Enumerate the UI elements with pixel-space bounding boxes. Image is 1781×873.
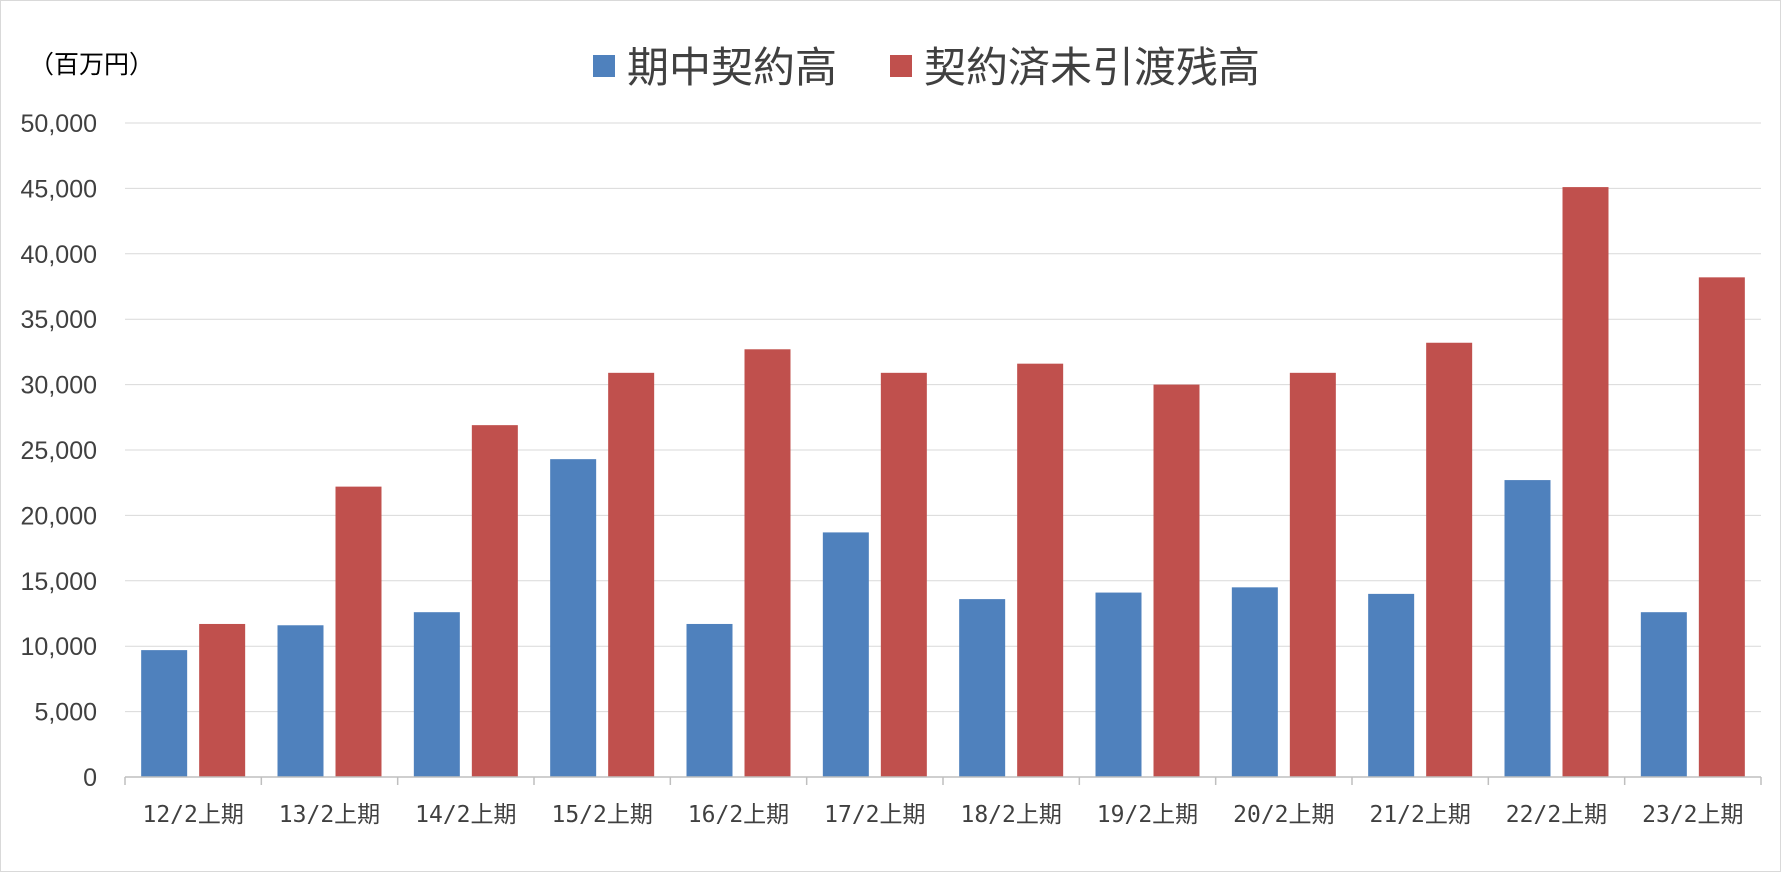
bar-series-2 xyxy=(471,425,518,777)
y-tick-label: 35,000 xyxy=(21,306,97,334)
gridlines xyxy=(125,122,1761,713)
bar-series-2 xyxy=(1153,384,1200,777)
unit-label: （百万円） xyxy=(29,50,154,79)
bars xyxy=(141,187,1745,778)
bar-series-1 xyxy=(413,612,460,777)
bar-series-2 xyxy=(1017,363,1064,777)
x-tick-label: 16/2上期 xyxy=(688,802,789,828)
y-tick-label: 15,000 xyxy=(21,568,97,596)
y-tick-label: 10,000 xyxy=(21,633,97,661)
bar-series-1 xyxy=(277,625,324,777)
bar-series-1 xyxy=(822,532,869,777)
bar-series-2 xyxy=(1289,372,1336,777)
x-tick-label: 12/2上期 xyxy=(142,802,243,828)
x-tick-label: 22/2上期 xyxy=(1506,802,1607,828)
y-axis-ticks: 0 5,000 10,000 15,000 20,000 25,000 30,000 35,0… xyxy=(21,110,97,792)
x-tick-label: 20/2上期 xyxy=(1233,802,1334,828)
x-tick-label: 17/2上期 xyxy=(824,802,925,828)
x-tick-label: 18/2上期 xyxy=(960,802,1061,828)
y-tick-label: 5,000 xyxy=(34,699,97,727)
bar-series-1 xyxy=(1368,593,1415,777)
bar-series-2 xyxy=(744,349,791,777)
legend-label-series-1: 期中契約高 xyxy=(627,43,837,92)
y-tick-label: 50,000 xyxy=(21,110,97,138)
y-tick-label: 40,000 xyxy=(21,241,97,269)
legend-label-series-2: 契約済未引渡残高 xyxy=(924,43,1260,92)
y-tick-label: 0 xyxy=(83,764,97,792)
y-tick-label: 25,000 xyxy=(21,437,97,465)
bar-series-2 xyxy=(1562,187,1609,778)
bar-series-2 xyxy=(335,486,382,777)
legend-swatch-series-1 xyxy=(593,55,615,77)
bar-series-1 xyxy=(1231,587,1278,777)
y-tick-label: 30,000 xyxy=(21,372,97,400)
y-tick-label: 20,000 xyxy=(21,502,97,530)
bar-series-1 xyxy=(959,599,1006,777)
x-tick-label: 14/2上期 xyxy=(415,802,516,828)
legend: 期中契約高 契約済未引渡残高 xyxy=(593,43,1260,92)
bar-series-1 xyxy=(1640,612,1687,777)
bar-series-2 xyxy=(199,623,246,777)
x-axis xyxy=(124,776,1762,785)
bar-series-1 xyxy=(1095,592,1142,777)
bar-series-1 xyxy=(550,459,597,777)
x-tick-label: 15/2上期 xyxy=(551,802,652,828)
x-tick-label: 23/2上期 xyxy=(1642,802,1743,828)
bar-series-1 xyxy=(141,650,188,777)
bar-series-2 xyxy=(1426,342,1473,777)
bar-series-2 xyxy=(1698,277,1745,777)
x-tick-label: 21/2上期 xyxy=(1369,802,1470,828)
x-tick-label: 19/2上期 xyxy=(1097,802,1198,828)
bar-series-2 xyxy=(880,372,927,777)
legend-swatch-series-2 xyxy=(890,55,912,77)
bar-series-1 xyxy=(1504,480,1551,777)
y-tick-label: 45,000 xyxy=(21,175,97,203)
bar-series-1 xyxy=(686,623,733,777)
x-tick-label: 13/2上期 xyxy=(279,802,380,828)
bar-series-2 xyxy=(608,372,655,777)
x-axis-ticks: 12/2上期 13/2上期 14/2上期 15/2上期 16/2上期 17/2上期 18/2… xyxy=(142,802,1743,828)
